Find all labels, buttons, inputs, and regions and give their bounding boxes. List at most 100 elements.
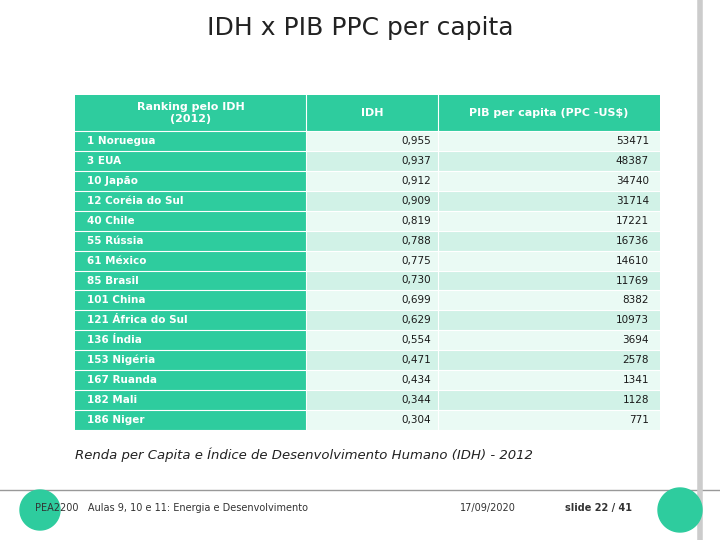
FancyBboxPatch shape [75,131,306,151]
FancyBboxPatch shape [306,291,438,310]
FancyBboxPatch shape [438,251,660,271]
FancyBboxPatch shape [75,330,306,350]
FancyBboxPatch shape [306,231,438,251]
Text: 10 Japão: 10 Japão [86,176,138,186]
Text: Ranking pelo IDH
(2012): Ranking pelo IDH (2012) [137,102,244,124]
Text: 34740: 34740 [616,176,649,186]
Text: 14610: 14610 [616,255,649,266]
Text: 0,775: 0,775 [401,255,431,266]
Text: slide 22 / 41: slide 22 / 41 [565,503,632,513]
Text: 0,788: 0,788 [401,235,431,246]
Text: 0,699: 0,699 [401,295,431,306]
Text: 31714: 31714 [616,196,649,206]
FancyBboxPatch shape [306,151,438,171]
FancyBboxPatch shape [306,271,438,291]
FancyBboxPatch shape [438,370,660,390]
Text: PEA2200   Aulas 9, 10 e 11: Energia e Desenvolvimento: PEA2200 Aulas 9, 10 e 11: Energia e Dese… [35,503,308,513]
Text: 136 Índia: 136 Índia [86,335,141,345]
Text: 0,909: 0,909 [402,196,431,206]
Text: 0,304: 0,304 [402,415,431,425]
FancyBboxPatch shape [75,95,306,131]
Text: 121 África do Sul: 121 África do Sul [86,315,187,326]
FancyBboxPatch shape [438,191,660,211]
Text: 3 EUA: 3 EUA [86,156,121,166]
FancyBboxPatch shape [438,410,660,430]
FancyBboxPatch shape [306,251,438,271]
Text: IDH x PIB PPC per capita: IDH x PIB PPC per capita [207,16,513,40]
FancyBboxPatch shape [75,350,306,370]
FancyBboxPatch shape [75,271,306,291]
Text: 0,730: 0,730 [402,275,431,286]
FancyBboxPatch shape [306,211,438,231]
Text: 48387: 48387 [616,156,649,166]
FancyBboxPatch shape [438,171,660,191]
Text: 40 Chile: 40 Chile [86,215,134,226]
FancyBboxPatch shape [438,271,660,291]
FancyBboxPatch shape [438,211,660,231]
Text: 61 México: 61 México [86,255,146,266]
Text: 186 Niger: 186 Niger [86,415,144,425]
FancyBboxPatch shape [306,350,438,370]
Text: 85 Brasil: 85 Brasil [86,275,138,286]
FancyBboxPatch shape [75,251,306,271]
FancyBboxPatch shape [306,131,438,151]
FancyBboxPatch shape [306,95,438,131]
Text: 1128: 1128 [622,395,649,405]
Text: 10973: 10973 [616,315,649,326]
FancyBboxPatch shape [75,191,306,211]
Text: 182 Mali: 182 Mali [86,395,137,405]
Text: 0,819: 0,819 [401,215,431,226]
FancyBboxPatch shape [306,410,438,430]
Text: 1341: 1341 [622,375,649,385]
FancyBboxPatch shape [306,191,438,211]
Text: 0,912: 0,912 [401,176,431,186]
Text: 2578: 2578 [622,355,649,365]
Text: 101 China: 101 China [86,295,145,306]
FancyBboxPatch shape [306,370,438,390]
FancyBboxPatch shape [75,171,306,191]
Text: 771: 771 [629,415,649,425]
Text: 11769: 11769 [616,275,649,286]
FancyBboxPatch shape [75,410,306,430]
Text: 16736: 16736 [616,235,649,246]
FancyBboxPatch shape [75,310,306,330]
FancyBboxPatch shape [306,330,438,350]
FancyBboxPatch shape [75,151,306,171]
Text: 3694: 3694 [622,335,649,345]
FancyBboxPatch shape [438,231,660,251]
FancyBboxPatch shape [438,291,660,310]
Polygon shape [658,488,702,532]
FancyBboxPatch shape [75,231,306,251]
Text: 53471: 53471 [616,136,649,146]
Text: PIB per capita (PPC -US$): PIB per capita (PPC -US$) [469,108,629,118]
Text: 0,471: 0,471 [401,355,431,365]
Text: 17221: 17221 [616,215,649,226]
Text: 153 Nigéria: 153 Nigéria [86,355,155,366]
FancyBboxPatch shape [438,350,660,370]
Polygon shape [20,490,60,530]
Text: IDH: IDH [361,108,383,118]
FancyBboxPatch shape [438,330,660,350]
Text: 12 Coréia do Sul: 12 Coréia do Sul [86,196,183,206]
FancyBboxPatch shape [75,211,306,231]
Text: 0,344: 0,344 [401,395,431,405]
Text: Renda per Capita e Índice de Desenvolvimento Humano (IDH) - 2012: Renda per Capita e Índice de Desenvolvim… [75,448,533,462]
FancyBboxPatch shape [75,291,306,310]
Text: 0,554: 0,554 [401,335,431,345]
Text: 167 Ruanda: 167 Ruanda [86,375,156,385]
FancyBboxPatch shape [75,370,306,390]
FancyBboxPatch shape [306,390,438,410]
FancyBboxPatch shape [306,310,438,330]
FancyBboxPatch shape [75,390,306,410]
FancyBboxPatch shape [438,390,660,410]
FancyBboxPatch shape [438,131,660,151]
Text: 0,434: 0,434 [401,375,431,385]
Text: 17/09/2020: 17/09/2020 [460,503,516,513]
FancyBboxPatch shape [306,171,438,191]
FancyBboxPatch shape [438,310,660,330]
FancyBboxPatch shape [438,151,660,171]
Text: 0,955: 0,955 [401,136,431,146]
FancyBboxPatch shape [438,95,660,131]
Text: 0,629: 0,629 [401,315,431,326]
Text: 0,937: 0,937 [401,156,431,166]
